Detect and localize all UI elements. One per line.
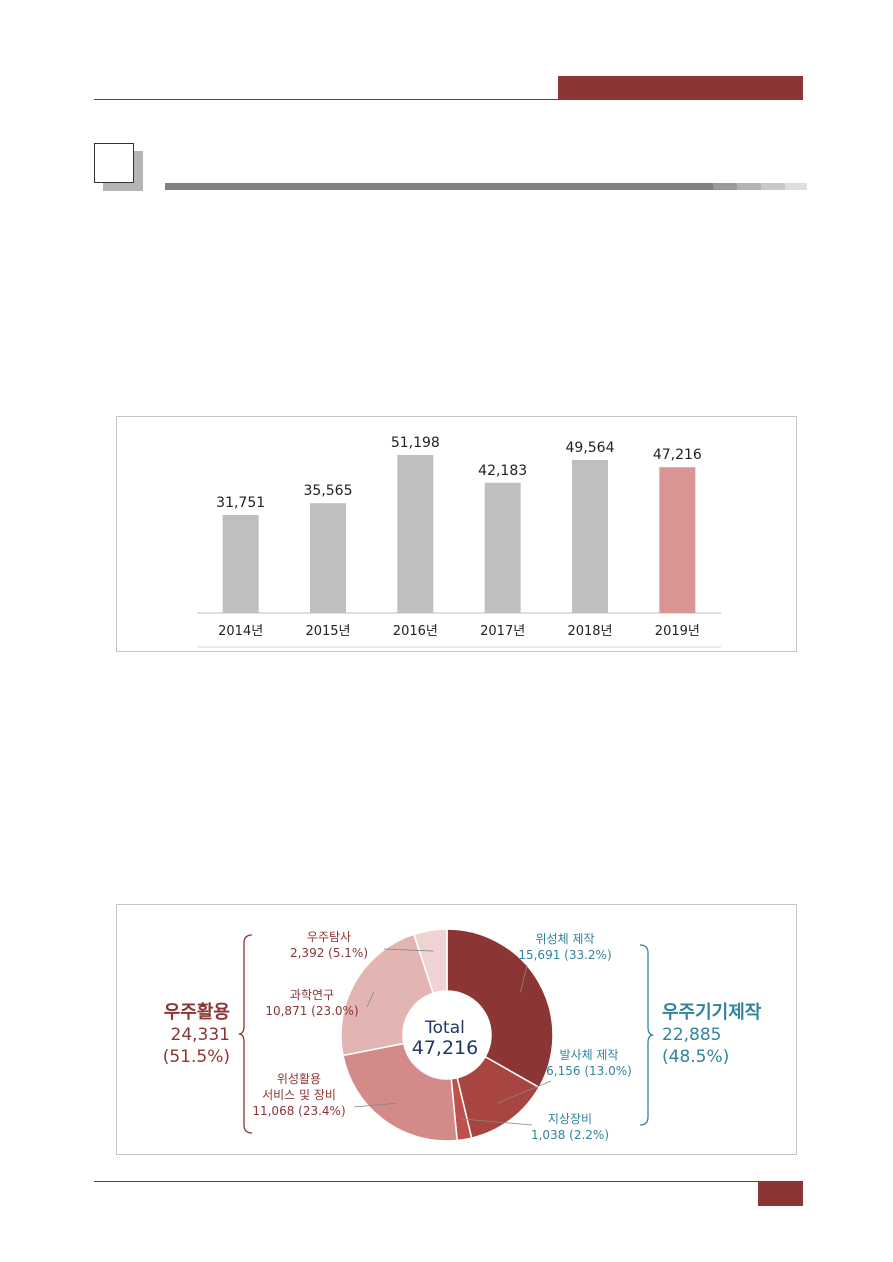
bar-chart-frame: 31,751 2014년 35,565 2015년 51,198 2016년 42,183 2… [116,416,797,652]
slice-value-label: 6,156 (13.0%) [546,1064,632,1078]
annual-bar-chart: 31,751 2014년 35,565 2015년 51,198 2016년 42,183 2… [197,435,721,648]
x-tick-label: 2015년 [305,624,350,639]
section-rule-fade-2 [737,183,761,190]
breakdown-donut-chart: 우주활용 24,331 (51.5%) 우주기기제작 22,885 (48.5%… [163,928,762,1142]
x-tick-label: 2014년 [218,624,263,639]
bar-2014년 [222,514,259,613]
bar-value-label: 35,565 [304,483,353,499]
slice-label: 우주탐사 [307,930,351,944]
x-tick-label: 2018년 [567,624,612,639]
donut-slice-위성활용 서비스 및 장비 [342,1042,459,1142]
bar-value-label: 42,183 [478,463,527,479]
bar-value-label: 51,198 [391,435,440,451]
header-accent-bar [558,76,803,100]
bar-2015년 [310,503,346,613]
slice-label: 지상장비 [548,1112,592,1126]
slice-value-label: 1,038 (2.2%) [531,1128,609,1142]
leader-line [460,1118,533,1126]
x-tick-label: 2017년 [480,624,525,639]
section-marker-box [94,143,134,183]
bar-2017년 [484,482,521,613]
leader-line [366,991,374,1008]
left-group-value: 24,331 [171,1025,230,1045]
right-group-value: 22,885 [662,1025,721,1045]
x-tick-label: 2019년 [655,624,700,639]
section-rule [165,183,713,190]
leader-line [353,1102,397,1108]
donut-slice-우주탐사 [412,928,448,995]
slice-label: 서비스 및 장비 [262,1088,336,1102]
slice-value-label: 2,392 (5.1%) [290,946,368,960]
bar-value-label: 31,751 [216,495,265,511]
bar-2016년 [397,454,434,613]
donut-chart-frame: 우주활용 24,331 (51.5%) 우주기기제작 22,885 (48.5%… [116,904,797,1155]
right-group-name: 우주기기제작 [662,1002,762,1023]
section-rule-fade-1 [713,183,737,190]
section-rule-fade-3 [761,183,785,190]
donut-center-total-label: Total [424,1018,465,1038]
left-group-pct: (51.5%) [163,1047,230,1067]
section-rule-fade-4 [785,183,807,190]
slice-value-label: 15,691 (33.2%) [518,948,611,962]
right-group-brace [639,944,654,1126]
donut-center-total-value: 47,216 [412,1037,478,1059]
donut-slice-과학연구 [340,933,435,1057]
footer-rule [94,1181,803,1182]
left-group-name: 우주활용 [164,1002,230,1023]
slice-label: 과학연구 [290,988,334,1002]
slice-value-label: 11,068 (23.4%) [252,1104,345,1118]
bar-2018년 [572,459,608,613]
right-group-pct: (48.5%) [662,1047,729,1067]
leader-line [520,964,528,993]
leader-line [383,948,434,952]
slice-label: 위성활용 [277,1072,321,1086]
slice-label: 위성체 제작 [535,932,594,946]
slice-label: 발사체 제작 [559,1048,618,1062]
bar-value-label: 47,216 [653,447,702,463]
slice-value-label: 10,871 (23.0%) [265,1004,358,1018]
x-tick-label: 2016년 [393,624,438,639]
footer-page-box [758,1182,803,1206]
bar-value-label: 49,564 [566,440,615,456]
header-rule [94,99,803,100]
leader-line [497,1080,552,1104]
left-group-brace [238,934,253,1134]
bar-2019년 [659,467,696,613]
